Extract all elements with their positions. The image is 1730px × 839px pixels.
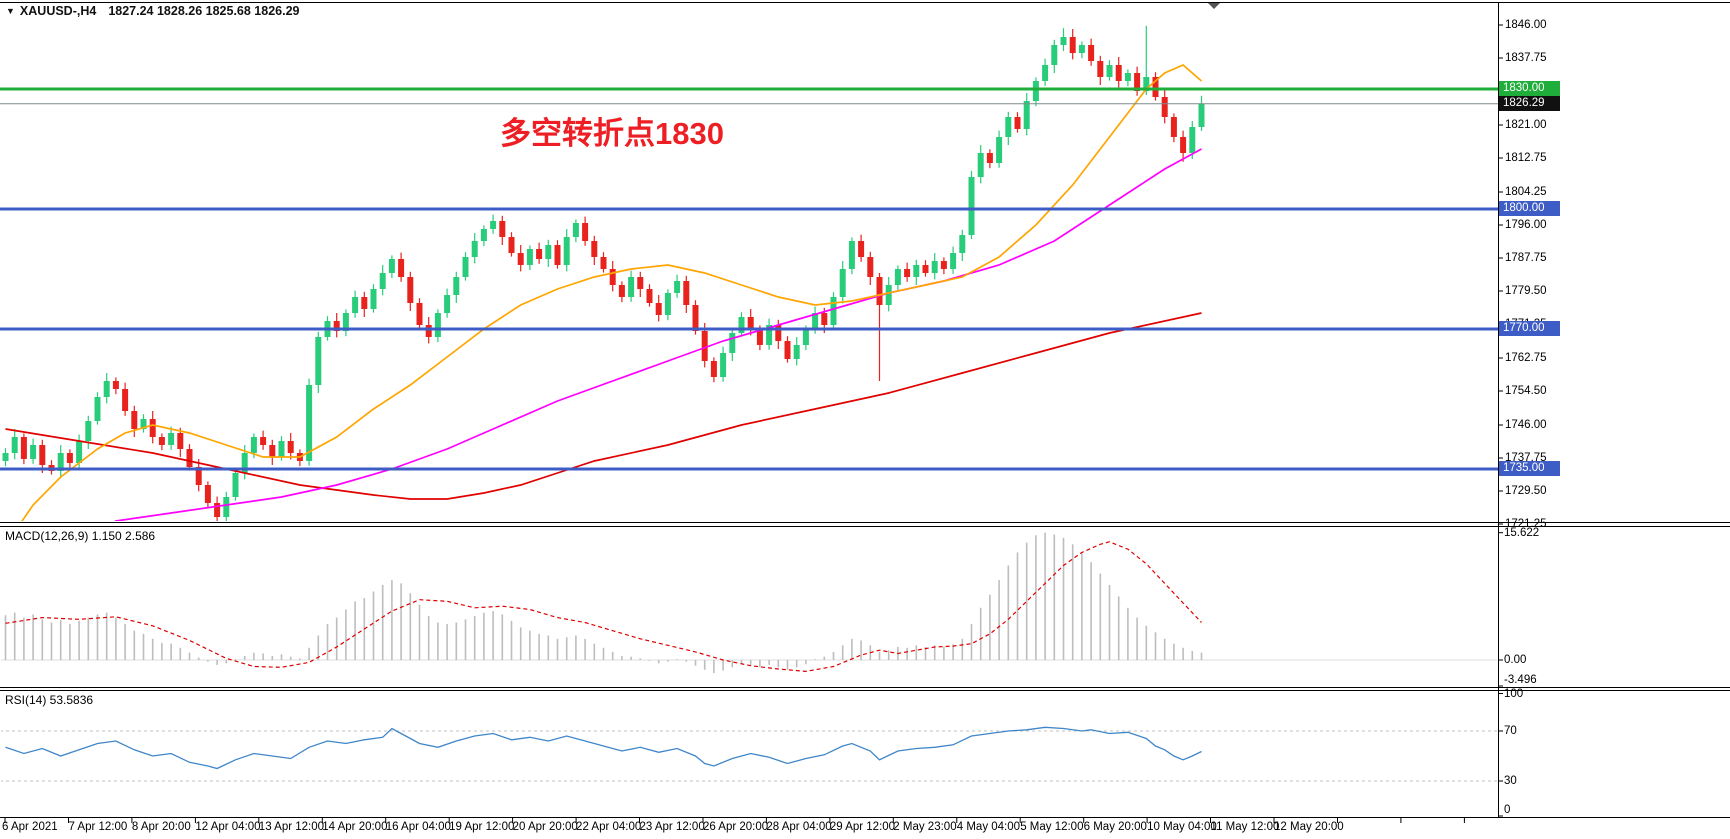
rsi-tick-label: 70 xyxy=(1504,725,1517,737)
macd-tick-label: -3.496 xyxy=(1504,674,1537,686)
time-tick-label: 4 May 04:00 xyxy=(956,821,1021,833)
macd-tick-label: 15.622 xyxy=(1504,526,1540,539)
time-tick-label: 12 May 20:00 xyxy=(1274,821,1344,833)
time-tick-label: 2 May 23:00 xyxy=(893,821,957,833)
price-tick-label: 1846.00 xyxy=(1505,19,1547,31)
time-tick-label: 28 Apr 04:00 xyxy=(766,821,832,833)
price-tick-label: 1729.50 xyxy=(1505,485,1547,497)
time-tick-label: 13 Apr 12:00 xyxy=(258,821,325,833)
rsi-tick-label: 100 xyxy=(1504,688,1524,700)
time-tick-label: 16 Apr 04:00 xyxy=(385,821,451,833)
time-tick-label: 22 Apr 04:00 xyxy=(576,821,642,833)
price-tick-label: 1837.75 xyxy=(1505,52,1547,64)
price-tick-label: 1804.25 xyxy=(1505,186,1547,198)
price-tick-label: 1721.25 xyxy=(1505,518,1547,530)
candles-layer xyxy=(2,25,1205,521)
rsi-tick-label: 0 xyxy=(1504,804,1511,816)
moving-averages xyxy=(5,64,1203,521)
rsi-tick-label: 30 xyxy=(1504,775,1517,787)
chart-shift-icon[interactable] xyxy=(1208,3,1220,9)
price-tick-label: 1821.00 xyxy=(1505,119,1547,131)
rsi-indicator-label: RSI(14) 53.5836 xyxy=(5,693,94,707)
time-tick-label: 29 Apr 12:00 xyxy=(829,821,896,833)
price-tick-label: 1754.50 xyxy=(1505,385,1547,397)
annotation-text[interactable]: 多空转折点1830 xyxy=(500,116,724,151)
price-tick-label: 1796.00 xyxy=(1505,219,1547,231)
time-tick-label: 14 Apr 20:00 xyxy=(322,821,388,833)
collapse-triangle-icon[interactable]: ▼ xyxy=(6,6,15,16)
axis-tick-marks xyxy=(4,24,1503,823)
time-tick-label: 8 Apr 20:00 xyxy=(131,821,191,833)
panel-borders xyxy=(0,2,1730,818)
time-tick-label: 10 May 04:00 xyxy=(1147,821,1217,833)
price-badge-1770.00: 1770.00 xyxy=(1499,321,1560,336)
time-tick-label: 7 Apr 12:00 xyxy=(68,821,128,833)
time-tick-label: 6 May 20:00 xyxy=(1083,821,1147,833)
price-badge-1800.00: 1800.00 xyxy=(1499,201,1560,216)
price-tick-label: 1746.00 xyxy=(1505,419,1547,431)
price-badge-1826.29: 1826.29 xyxy=(1499,95,1560,111)
time-tick-label: 26 Apr 20:00 xyxy=(702,821,769,833)
price-tick-label: 1762.75 xyxy=(1505,352,1547,364)
time-tick-label: 19 Apr 12:00 xyxy=(449,821,515,833)
price-tick-label: 1812.75 xyxy=(1505,152,1547,164)
horizontal-level-lines[interactable] xyxy=(0,87,1498,471)
chart-title: ▼ XAUUSD-,H4 1827.24 1828.26 1825.68 1826.… xyxy=(6,4,299,18)
price-badge-1830.00: 1830.00 xyxy=(1499,81,1560,96)
rsi-layer xyxy=(1,726,1497,782)
macd-layer xyxy=(1,532,1497,673)
symbol-period-label: XAUUSD-,H4 xyxy=(19,4,97,18)
ohlc-values: 1827.24 1828.26 1825.68 1826.29 xyxy=(108,4,300,18)
price-tick-label: 1787.75 xyxy=(1505,252,1547,264)
macd-tick-label: 0.00 xyxy=(1504,654,1527,666)
time-tick-label: 20 Apr 20:00 xyxy=(512,821,578,833)
time-tick-label: 6 Apr 2021 xyxy=(2,821,58,833)
price-tick-label: 1779.50 xyxy=(1505,285,1547,297)
time-tick-label: 12 Apr 04:00 xyxy=(195,821,261,833)
macd-indicator-label: MACD(12,26,9) 1.150 2.586 xyxy=(5,529,156,543)
time-tick-label: 11 May 12:00 xyxy=(1210,821,1280,833)
price-badge-1735.00: 1735.00 xyxy=(1499,461,1560,476)
time-tick-label: 5 May 12:00 xyxy=(1020,821,1084,833)
time-tick-label: 23 Apr 12:00 xyxy=(639,821,705,833)
